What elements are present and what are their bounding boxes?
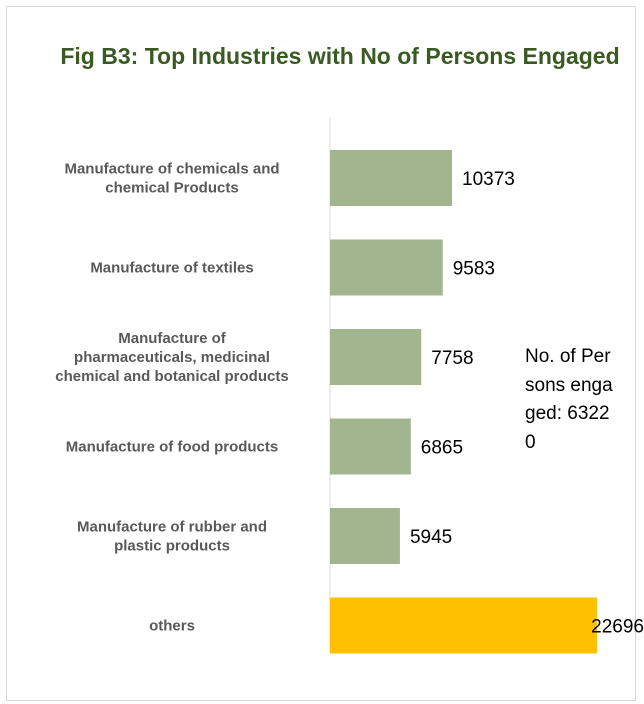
chart-frame [6, 6, 636, 701]
bar-3 [330, 418, 411, 475]
bar-0 [330, 150, 453, 206]
bar-2 [330, 329, 422, 385]
category-label-5-line-0: others [149, 618, 195, 635]
category-label-0-line-1: chemical Products [105, 180, 238, 197]
value-label-3: 6865 [421, 438, 463, 459]
value-label-1: 9583 [453, 259, 495, 280]
category-label-0-line-0: Manufacture of chemicals and [64, 161, 279, 178]
category-label-2-line-2: chemical and botanical products [55, 368, 288, 385]
category-label-3-line-0: Manufacture of food products [66, 439, 279, 456]
chart-title: Fig B3: Top Industries with No of Person… [60, 43, 620, 69]
value-label-4: 5945 [410, 527, 452, 548]
category-labels-group: Manufacture of chemicals and chemical Pro… [55, 161, 288, 635]
bars-group [330, 150, 597, 654]
total-annotation: No. of Persons engaged: 63220 [525, 346, 613, 453]
value-label-0: 10373 [462, 169, 515, 190]
category-label-4-line-1: plastic products [114, 538, 230, 555]
value-label-2: 7758 [431, 348, 473, 369]
category-label-1-line-0: Manufacture of textiles [90, 260, 253, 277]
value-labels-group: 10373 9583 7758 6865 5945 22696 [410, 169, 644, 638]
category-label-4-line-0: Manufacture of rubber and [77, 519, 267, 536]
bar-4 [330, 508, 400, 564]
category-label-2-line-0: Manufacture of [118, 330, 227, 347]
bar-5 [330, 597, 597, 654]
category-label-2-line-1: pharmaceuticals, medicinal [74, 349, 270, 366]
value-label-5: 22696 [591, 617, 644, 638]
bar-1 [330, 239, 443, 296]
